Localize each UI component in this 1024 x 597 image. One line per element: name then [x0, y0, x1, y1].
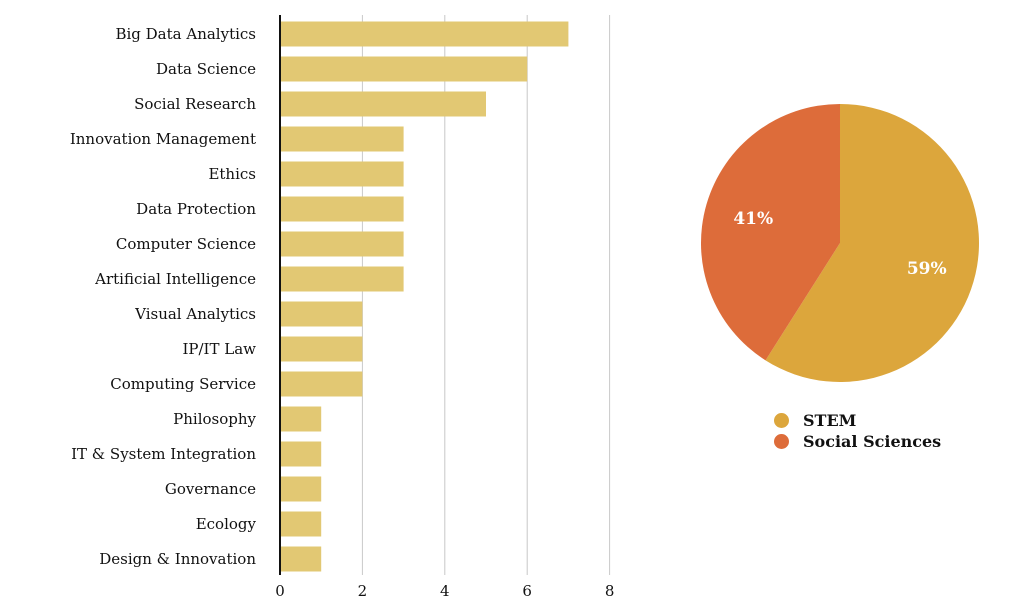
category-label-governance: Governance	[165, 480, 256, 498]
pie-label-stem: 59%	[907, 259, 947, 279]
legend-swatch-stem	[774, 413, 789, 428]
category-label-artificial-intelligence: Artificial Intelligence	[94, 270, 256, 288]
category-label-data-protection: Data Protection	[136, 200, 256, 218]
category-label-ecology: Ecology	[196, 515, 257, 533]
category-label-ethics: Ethics	[208, 165, 256, 183]
bar-social-research	[280, 91, 486, 117]
x-tick-label-4: 4	[440, 582, 450, 597]
pie-legend: STEM Social Sciences	[774, 410, 941, 452]
category-label-computer-science: Computer Science	[116, 235, 256, 253]
x-tick-label-0: 0	[275, 582, 285, 597]
pie-slice-social-sciences	[701, 104, 840, 361]
bar-artificial-intelligence	[280, 266, 404, 292]
bar-governance	[280, 476, 322, 502]
category-label-big-data-analytics: Big Data Analytics	[115, 25, 256, 43]
legend-item-social-sciences: Social Sciences	[774, 431, 941, 452]
bar-visual-analytics	[280, 301, 363, 327]
bar-data-science	[280, 56, 528, 82]
legend-label-stem: STEM	[803, 411, 857, 430]
bar-it-and-system-integration	[280, 441, 322, 467]
bar-design-and-innovation	[280, 546, 322, 572]
pie-slice-stem	[765, 104, 979, 382]
legend-item-stem: STEM	[774, 410, 941, 431]
pie-chart: 59% 41%	[701, 104, 979, 382]
bar-computer-science	[280, 231, 404, 257]
category-label-innovation-management: Innovation Management	[70, 130, 256, 148]
category-label-design-and-innovation: Design & Innovation	[99, 550, 256, 568]
bar-innovation-management	[280, 126, 404, 152]
bar-big-data-analytics	[280, 21, 569, 47]
category-label-it-and-system-integration: IT & System Integration	[71, 445, 256, 463]
category-label-computing-service: Computing Service	[110, 375, 256, 393]
bar-chart: Big Data Analytics Data Science Social Res…	[70, 15, 615, 597]
pie-label-social-sciences: 41%	[733, 209, 773, 229]
category-label-social-research: Social Research	[134, 95, 256, 113]
x-tick-label-8: 8	[605, 582, 615, 597]
legend-label-social-sciences: Social Sciences	[803, 432, 942, 451]
bar-ip-it-law	[280, 336, 363, 362]
bar-philosophy	[280, 406, 322, 432]
legend-swatch-social-sciences	[774, 434, 789, 449]
bar-ethics	[280, 161, 404, 187]
category-label-data-science: Data Science	[156, 60, 256, 78]
category-label-visual-analytics: Visual Analytics	[134, 305, 256, 323]
x-tick-label-2: 2	[358, 582, 368, 597]
category-label-ip-it-law: IP/IT Law	[182, 340, 256, 358]
bar-computing-service	[280, 371, 363, 397]
category-label-philosophy: Philosophy	[173, 410, 256, 428]
bar-ecology	[280, 511, 322, 537]
x-tick-label-6: 6	[522, 582, 532, 597]
bar-data-protection	[280, 196, 404, 222]
